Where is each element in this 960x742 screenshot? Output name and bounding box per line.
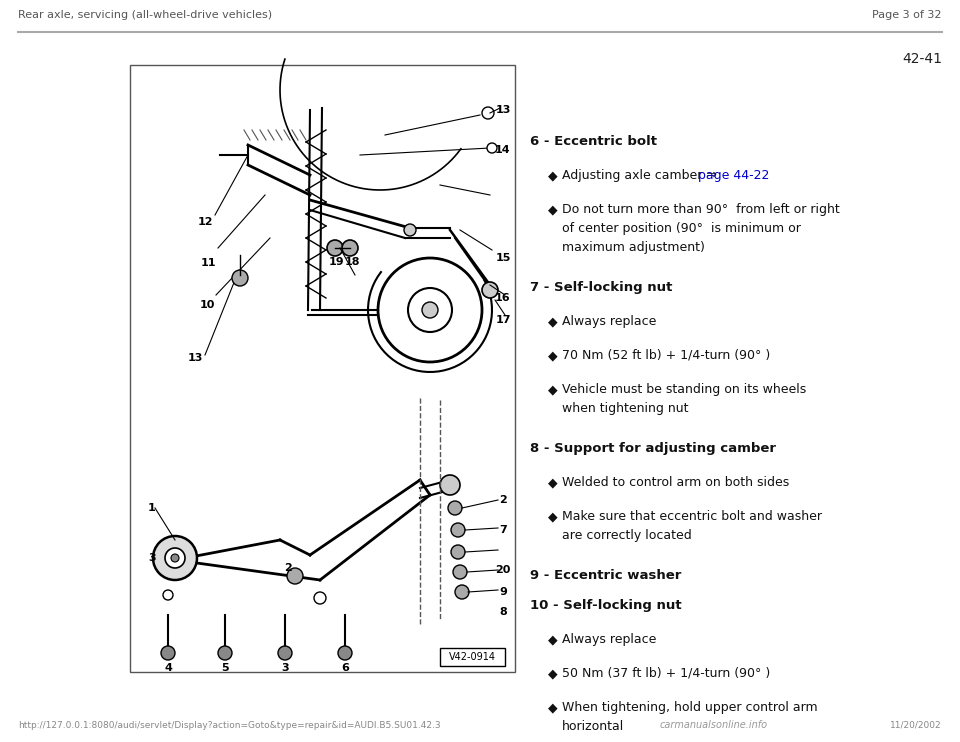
Text: when tightening nut: when tightening nut	[562, 402, 688, 415]
Text: 8: 8	[499, 607, 507, 617]
Text: ◆: ◆	[548, 667, 558, 680]
Circle shape	[404, 224, 416, 236]
Text: 9 - Eccentric washer: 9 - Eccentric washer	[530, 569, 682, 582]
Text: 9: 9	[499, 587, 507, 597]
Text: Adjusting axle camber ⇒: Adjusting axle camber ⇒	[562, 169, 721, 182]
Text: maximum adjustment): maximum adjustment)	[562, 241, 705, 254]
Text: ◆: ◆	[548, 633, 558, 646]
Circle shape	[153, 536, 197, 580]
Circle shape	[448, 501, 462, 515]
Circle shape	[487, 143, 497, 153]
Circle shape	[161, 646, 175, 660]
Circle shape	[453, 565, 467, 579]
Text: 15: 15	[495, 253, 511, 263]
Text: 3: 3	[281, 663, 289, 673]
Text: Welded to control arm on both sides: Welded to control arm on both sides	[562, 476, 789, 489]
Text: 6: 6	[341, 663, 348, 673]
Text: http://127.0.0.1:8080/audi/servlet/Display?action=Goto&type=repair&id=AUDI.B5.SU: http://127.0.0.1:8080/audi/servlet/Displ…	[18, 721, 441, 730]
Circle shape	[408, 288, 452, 332]
Text: 18: 18	[345, 257, 360, 267]
Text: 70 Nm (52 ft lb) + 1/4-turn (90° ): 70 Nm (52 ft lb) + 1/4-turn (90° )	[562, 349, 770, 362]
Text: Always replace: Always replace	[562, 315, 657, 328]
Text: Always replace: Always replace	[562, 633, 657, 646]
Text: Page 3 of 32: Page 3 of 32	[873, 10, 942, 20]
Text: V42-0914: V42-0914	[448, 652, 495, 662]
Circle shape	[171, 554, 179, 562]
Text: 19: 19	[328, 257, 344, 267]
Circle shape	[232, 270, 248, 286]
Text: 14: 14	[495, 145, 511, 155]
Bar	[440, 648, 505, 666]
Text: 2: 2	[499, 495, 507, 505]
Text: 10 - Self-locking nut: 10 - Self-locking nut	[530, 599, 682, 612]
Text: 3: 3	[148, 553, 156, 563]
Circle shape	[422, 302, 438, 318]
Circle shape	[482, 282, 498, 298]
Text: page 44-22: page 44-22	[698, 169, 769, 182]
Circle shape	[218, 646, 232, 660]
Text: horizontal: horizontal	[562, 720, 624, 733]
Circle shape	[314, 592, 326, 604]
Text: When tightening, hold upper control arm: When tightening, hold upper control arm	[562, 701, 818, 714]
Text: 13: 13	[495, 105, 511, 115]
Text: 17: 17	[495, 315, 511, 325]
Circle shape	[451, 523, 465, 537]
Text: ◆: ◆	[548, 510, 558, 523]
Circle shape	[278, 646, 292, 660]
Text: Do not turn more than 90°  from left or right: Do not turn more than 90° from left or r…	[562, 203, 840, 216]
Circle shape	[451, 545, 465, 559]
Circle shape	[482, 107, 494, 119]
Text: 7: 7	[499, 525, 507, 535]
Circle shape	[327, 240, 343, 256]
Circle shape	[378, 258, 482, 362]
Text: 42-41: 42-41	[902, 52, 942, 66]
Text: 1: 1	[148, 503, 156, 513]
Text: 12: 12	[197, 217, 213, 227]
Text: ◆: ◆	[548, 203, 558, 216]
Circle shape	[165, 548, 185, 568]
Text: 20: 20	[495, 565, 511, 575]
Text: 13: 13	[187, 353, 203, 363]
Text: ◆: ◆	[548, 169, 558, 182]
Text: 4: 4	[164, 663, 172, 673]
Circle shape	[287, 568, 303, 584]
Text: 2: 2	[284, 563, 292, 573]
Text: Rear axle, servicing (all-wheel-drive vehicles): Rear axle, servicing (all-wheel-drive ve…	[18, 10, 272, 20]
Text: ◆: ◆	[548, 383, 558, 396]
Text: Vehicle must be standing on its wheels: Vehicle must be standing on its wheels	[562, 383, 806, 396]
Text: Make sure that eccentric bolt and washer: Make sure that eccentric bolt and washer	[562, 510, 822, 523]
Circle shape	[455, 585, 469, 599]
Text: 8 - Support for adjusting camber: 8 - Support for adjusting camber	[530, 442, 776, 455]
Circle shape	[338, 646, 352, 660]
Text: 7 - Self-locking nut: 7 - Self-locking nut	[530, 281, 672, 294]
Text: of center position (90°  is minimum or: of center position (90° is minimum or	[562, 222, 801, 235]
Text: ◆: ◆	[548, 349, 558, 362]
Text: ◆: ◆	[548, 315, 558, 328]
Circle shape	[440, 475, 460, 495]
Text: are correctly located: are correctly located	[562, 529, 692, 542]
Text: ◆: ◆	[548, 701, 558, 714]
Bar	[130, 65, 515, 672]
Text: carmanualsonline.info: carmanualsonline.info	[660, 720, 768, 730]
Text: 11: 11	[201, 258, 216, 268]
Text: 50 Nm (37 ft lb) + 1/4-turn (90° ): 50 Nm (37 ft lb) + 1/4-turn (90° )	[562, 667, 770, 680]
Text: 5: 5	[221, 663, 228, 673]
Text: 6 - Eccentric bolt: 6 - Eccentric bolt	[530, 135, 657, 148]
Text: ◆: ◆	[548, 476, 558, 489]
Text: 16: 16	[495, 293, 511, 303]
Circle shape	[342, 240, 358, 256]
Circle shape	[163, 590, 173, 600]
Text: 11/20/2002: 11/20/2002	[890, 721, 942, 730]
Text: 10: 10	[200, 300, 215, 310]
